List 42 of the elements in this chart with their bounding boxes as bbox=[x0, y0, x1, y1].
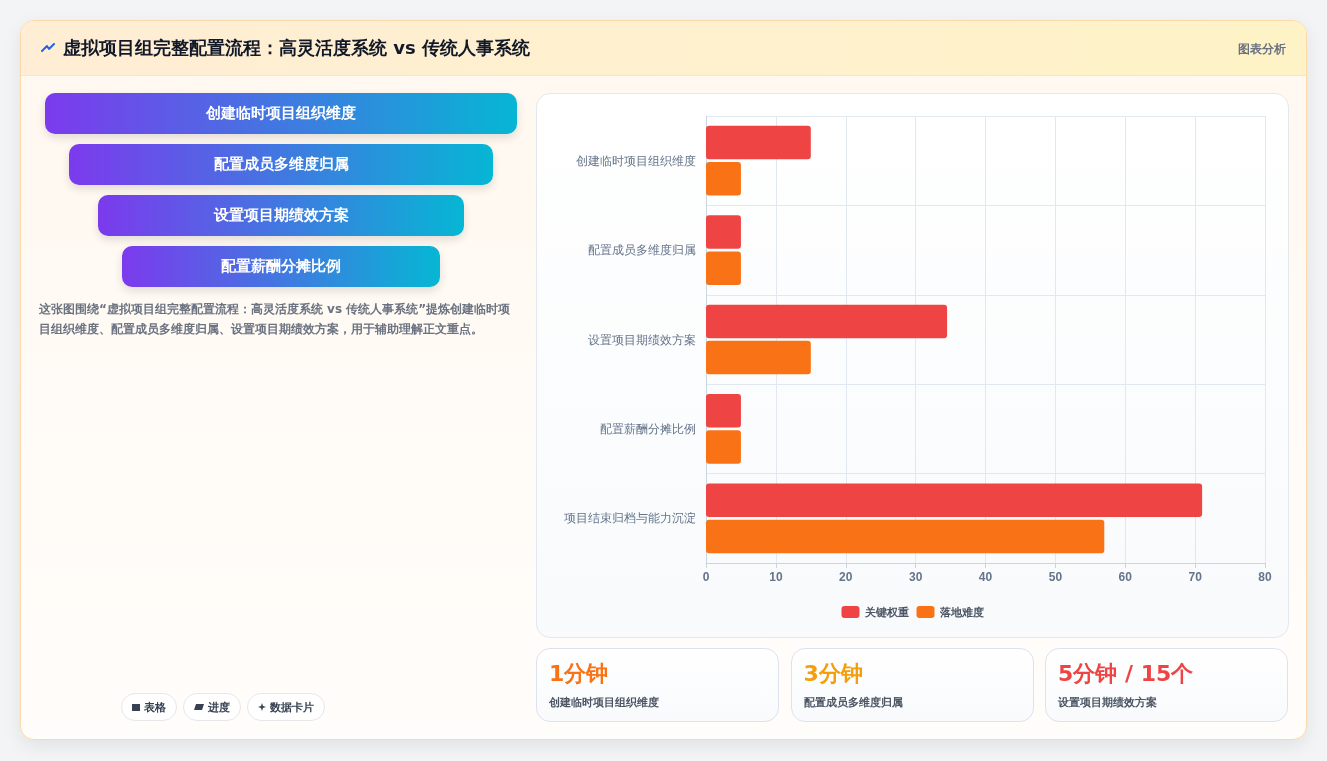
bar bbox=[706, 519, 1105, 554]
category-label: 设置项目期绩效方案 bbox=[98, 195, 464, 236]
x-tick-label: 20 bbox=[839, 570, 853, 584]
text: 3分钟 bbox=[803, 660, 863, 688]
y-tick-label: 设置项目期绩效方案 bbox=[588, 332, 696, 347]
bar bbox=[706, 251, 741, 285]
y-tick-label: 创建临时项目组织维度 bbox=[576, 153, 696, 168]
category-label: 创建临时项目组织维度 bbox=[45, 93, 517, 134]
y-tick-label: 项目结束归档与能力沉淀 bbox=[564, 511, 696, 526]
y-tick-label: 配置薪酬分摊比例 bbox=[600, 421, 696, 436]
text: 表格 bbox=[144, 699, 166, 715]
bar bbox=[706, 215, 741, 249]
y-tick-label: 配置成员多维度归属 bbox=[588, 243, 696, 258]
x-tick-label: 40 bbox=[978, 570, 993, 584]
category-label: 配置薪酬分摊比例 bbox=[122, 246, 440, 287]
x-tick-label: 70 bbox=[1188, 570, 1203, 584]
bar bbox=[706, 125, 811, 160]
bar bbox=[706, 162, 741, 196]
x-tick-label: 10 bbox=[769, 570, 783, 584]
bar bbox=[706, 394, 741, 428]
legend-label: 落地难度 bbox=[938, 606, 984, 618]
text: 5分钟 / 15个 bbox=[1058, 660, 1194, 688]
category-label: 配置成员多维度归属 bbox=[69, 144, 493, 185]
bar bbox=[706, 304, 948, 339]
bar bbox=[706, 483, 1203, 517]
x-tick-label: 80 bbox=[1258, 570, 1272, 584]
text: 1分钟 bbox=[549, 660, 609, 688]
bar bbox=[706, 340, 811, 375]
legend-label: 关键权重 bbox=[863, 606, 909, 618]
text: 图表分析 bbox=[1238, 41, 1286, 58]
text: 数据卡片 bbox=[270, 699, 314, 715]
x-tick-label: 0 bbox=[702, 570, 710, 584]
text: 设置项目期绩效方案 bbox=[1058, 695, 1157, 710]
text: 配置成员多维度归属 bbox=[803, 695, 903, 710]
text: 进度 bbox=[208, 699, 230, 715]
x-tick-label: 60 bbox=[1118, 570, 1133, 584]
text: 这张图围绕“虚拟项目组完整配置流程：高灵活度系统 vs 传统人事系统”提炼创建临时项目组织维度、配置成员多维度归属、设置项目期绩效方案，用于辅助理解正文重点。 bbox=[39, 301, 512, 338]
text: 虚拟项目组完整配置流程：高灵活度系统 vs 传统人事系统 bbox=[63, 36, 530, 60]
x-tick-label: 50 bbox=[1048, 570, 1063, 584]
text: 创建临时项目组织维度 bbox=[549, 695, 659, 710]
x-tick-label: 30 bbox=[908, 570, 923, 584]
bar bbox=[706, 430, 741, 464]
